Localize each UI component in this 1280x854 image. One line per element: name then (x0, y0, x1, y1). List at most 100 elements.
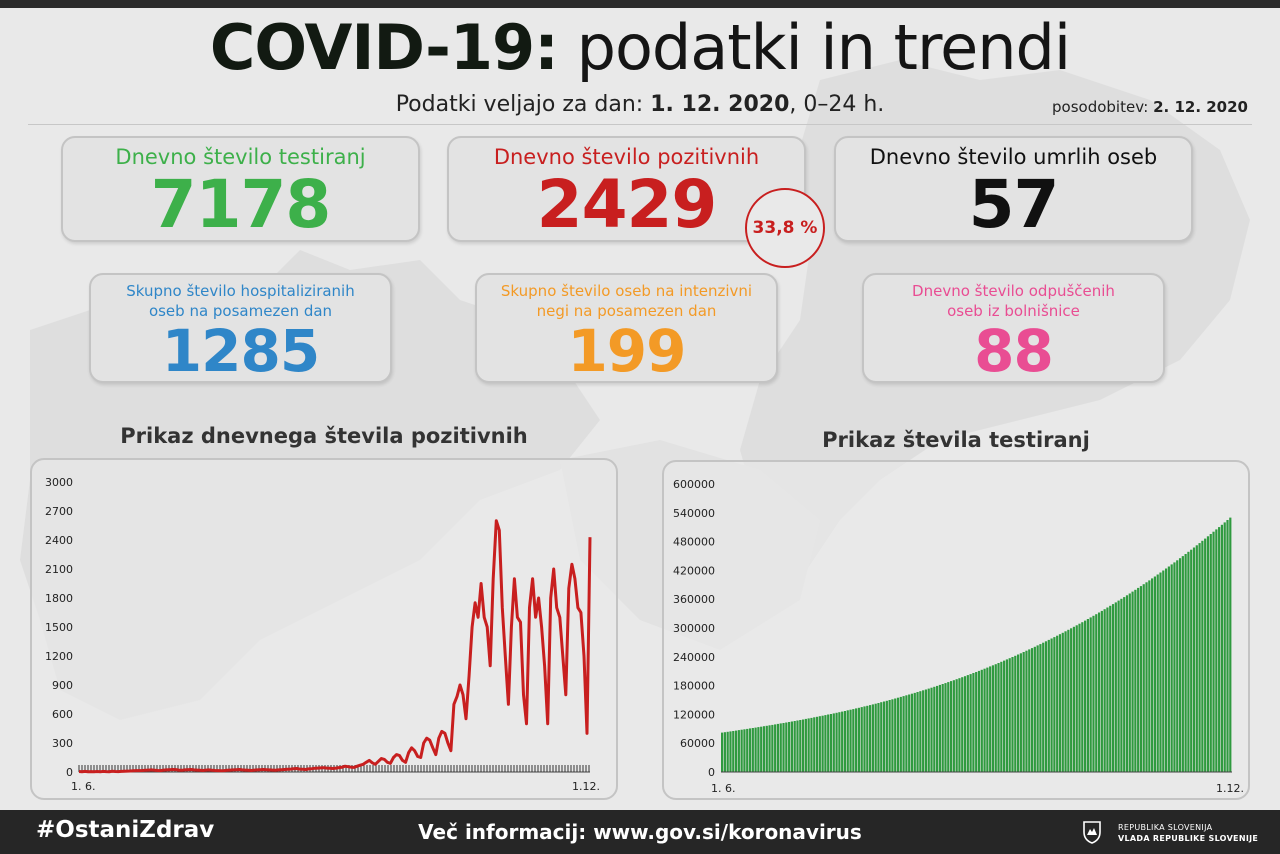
bar (1162, 570, 1165, 772)
bar (726, 731, 729, 772)
bar (910, 693, 914, 772)
positive-percent-badge: 33,8 % (745, 188, 825, 268)
bar (843, 711, 847, 772)
footer: #OstaniZdrav Več informacij: www.gov.si/… (0, 810, 1280, 854)
chart-tests-svg: 0 60000 120000 180000 240000 300000 360000 4200… (673, 478, 1244, 795)
bar (919, 691, 922, 772)
bar (796, 720, 799, 772)
y-tick-label: 300 (52, 737, 73, 750)
bar (1206, 536, 1210, 772)
bar (838, 712, 841, 772)
bar (1016, 654, 1020, 772)
bar (1089, 617, 1092, 772)
bar (1215, 529, 1218, 772)
bar (824, 715, 827, 772)
bar (1033, 646, 1036, 772)
card-icu-value: 199 (567, 317, 686, 385)
bar (1195, 545, 1198, 772)
bar (975, 672, 978, 772)
bar (930, 687, 933, 772)
bar (743, 729, 746, 772)
bar (1220, 524, 1224, 772)
subtitle-date: 1. 12. 2020 (650, 92, 790, 117)
card-hospitalized-label: Skupno število hospitaliziranih oseb na … (91, 281, 390, 321)
bar (746, 728, 749, 772)
x-end-label: 1.12. (1216, 782, 1244, 795)
bar (1000, 661, 1003, 772)
bar (782, 723, 785, 772)
bar (888, 700, 891, 772)
card-hospitalized-label-line2: oseb na posamezen dan (148, 302, 333, 320)
bar (997, 663, 1000, 772)
bar (1067, 629, 1070, 772)
bar (1086, 619, 1089, 772)
divider (28, 124, 1252, 125)
bar (1028, 649, 1031, 772)
x-start-label: 1. 6. (71, 780, 96, 793)
bar (785, 722, 788, 772)
bar (852, 709, 855, 772)
bar (1025, 650, 1028, 772)
bar (991, 665, 995, 772)
bar (1084, 620, 1087, 772)
bar (729, 731, 732, 772)
bar (799, 720, 802, 772)
y-tick-label: 1200 (45, 650, 73, 663)
bar (1078, 623, 1081, 772)
bar (1212, 531, 1215, 772)
bar (849, 709, 852, 772)
bar (908, 694, 911, 772)
bar (810, 717, 813, 772)
y-tick-label: 1500 (45, 621, 73, 634)
card-hospitalized-value: 1285 (161, 317, 320, 385)
bar (1030, 648, 1034, 772)
bar (916, 692, 919, 772)
bar (829, 714, 833, 772)
bar (958, 678, 961, 772)
bar (1134, 589, 1137, 772)
updated-label: posodobitev: (1052, 98, 1149, 116)
bar (989, 666, 992, 772)
bar (732, 731, 735, 772)
bar (776, 723, 780, 772)
bar (813, 717, 816, 772)
gov-line1: REPUBLIKA SLOVENIJA (1118, 823, 1213, 832)
bar (874, 703, 877, 772)
bar (1201, 540, 1204, 772)
more-info-link[interactable]: Več informacij: www.gov.si/koronavirus (418, 820, 862, 844)
bar (1173, 562, 1176, 772)
bar (1095, 614, 1098, 772)
bar (774, 724, 777, 772)
bar (955, 679, 958, 772)
bar (1106, 607, 1109, 772)
bar (801, 719, 805, 772)
bar (868, 705, 872, 772)
bar (1097, 612, 1101, 772)
bar (994, 664, 997, 772)
y-tick-label: 2100 (45, 563, 73, 576)
bar (1058, 634, 1062, 772)
bar (1218, 527, 1221, 772)
updated-info: posodobitev: 2. 12. 2020 (1052, 98, 1248, 116)
bar (818, 716, 821, 772)
bar (1226, 520, 1229, 772)
bar (1050, 638, 1053, 772)
bar (896, 697, 900, 772)
top-strip (0, 0, 1280, 8)
y-tick-label: 240000 (673, 651, 715, 664)
bar (1198, 543, 1201, 772)
bar (977, 670, 981, 772)
bar (1142, 584, 1145, 772)
bar (1145, 582, 1148, 772)
bar (860, 707, 863, 772)
bar (1170, 564, 1173, 772)
bar (1209, 534, 1212, 772)
bar (866, 705, 869, 772)
bar (1139, 586, 1143, 772)
card-tests-label: Dnevno število testiranj (115, 145, 366, 169)
y-tick-label: 480000 (673, 536, 715, 549)
bar (1070, 628, 1073, 772)
bar (972, 673, 975, 772)
bar (754, 727, 757, 772)
bar (757, 727, 760, 772)
